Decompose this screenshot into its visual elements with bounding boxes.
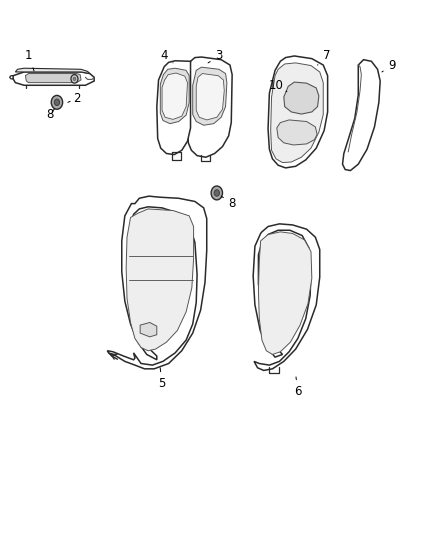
Circle shape (211, 186, 223, 200)
Polygon shape (140, 322, 157, 337)
Polygon shape (157, 61, 191, 155)
Text: 10: 10 (268, 79, 287, 92)
Polygon shape (343, 60, 380, 171)
Polygon shape (25, 74, 81, 83)
Polygon shape (284, 82, 319, 114)
Polygon shape (253, 224, 320, 370)
Polygon shape (13, 72, 94, 85)
Polygon shape (160, 68, 189, 124)
Polygon shape (271, 63, 323, 163)
Text: 2: 2 (68, 92, 81, 105)
Polygon shape (15, 68, 90, 74)
Polygon shape (126, 209, 194, 351)
Circle shape (214, 190, 219, 196)
Text: 5: 5 (159, 368, 166, 390)
Text: 8: 8 (47, 108, 54, 121)
Polygon shape (187, 57, 232, 157)
Text: 8: 8 (221, 196, 236, 210)
Text: 4: 4 (160, 50, 173, 63)
Text: 6: 6 (294, 377, 302, 398)
Circle shape (73, 77, 76, 80)
Polygon shape (196, 74, 224, 120)
Text: 9: 9 (382, 59, 396, 72)
Polygon shape (268, 56, 328, 168)
Text: 3: 3 (208, 50, 223, 63)
Polygon shape (162, 73, 187, 119)
Polygon shape (107, 196, 207, 369)
Circle shape (51, 95, 63, 109)
Polygon shape (277, 120, 317, 145)
Circle shape (71, 75, 78, 83)
Polygon shape (258, 232, 312, 354)
Text: 1: 1 (25, 50, 34, 71)
Polygon shape (193, 67, 227, 125)
Circle shape (54, 99, 60, 106)
Text: 7: 7 (318, 50, 330, 65)
